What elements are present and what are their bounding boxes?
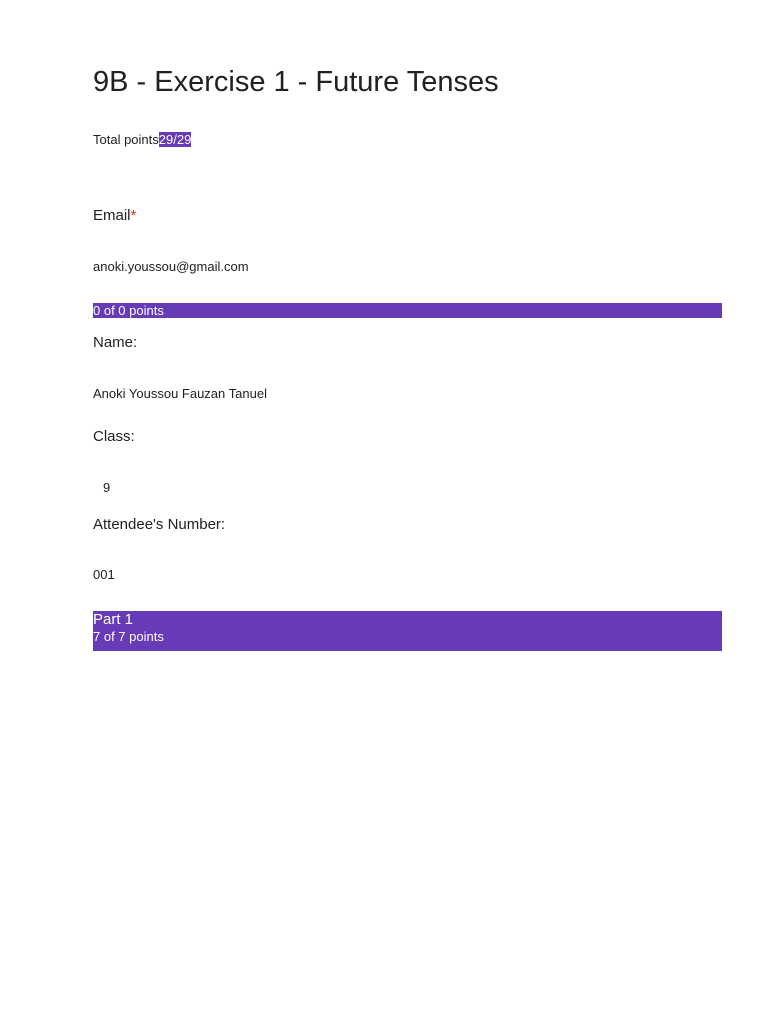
class-question-label: Class: (93, 428, 135, 445)
part1-points: 7 of 7 points (93, 629, 164, 644)
section-points: 0 of 0 points (93, 303, 164, 318)
class-answer: 9 (103, 480, 111, 495)
total-points-label: Total points (93, 132, 159, 147)
email-label: Email (93, 207, 131, 224)
attendee-number-question-label: Attendee's Number: (93, 516, 226, 533)
name-question-label: Name: (93, 334, 138, 351)
name-answer: Anoki Youssou Fauzan Tanuel (93, 386, 267, 401)
section-points-bar: 0 of 0 points (93, 303, 722, 318)
required-asterisk: * (130, 207, 137, 224)
email-answer: anoki.youssou@gmail.com (93, 259, 249, 274)
part1-section-header: Part 1 7 of 7 points (93, 611, 722, 651)
email-question-label: Email* (93, 207, 136, 225)
part1-title: Part 1 (93, 611, 134, 628)
form-title: 9B - Exercise 1 - Future Tenses (93, 66, 499, 98)
total-points-score: 29/29 (158, 132, 192, 147)
total-points: Total points29/29 (93, 132, 192, 148)
attendee-number-answer: 001 (93, 567, 115, 582)
